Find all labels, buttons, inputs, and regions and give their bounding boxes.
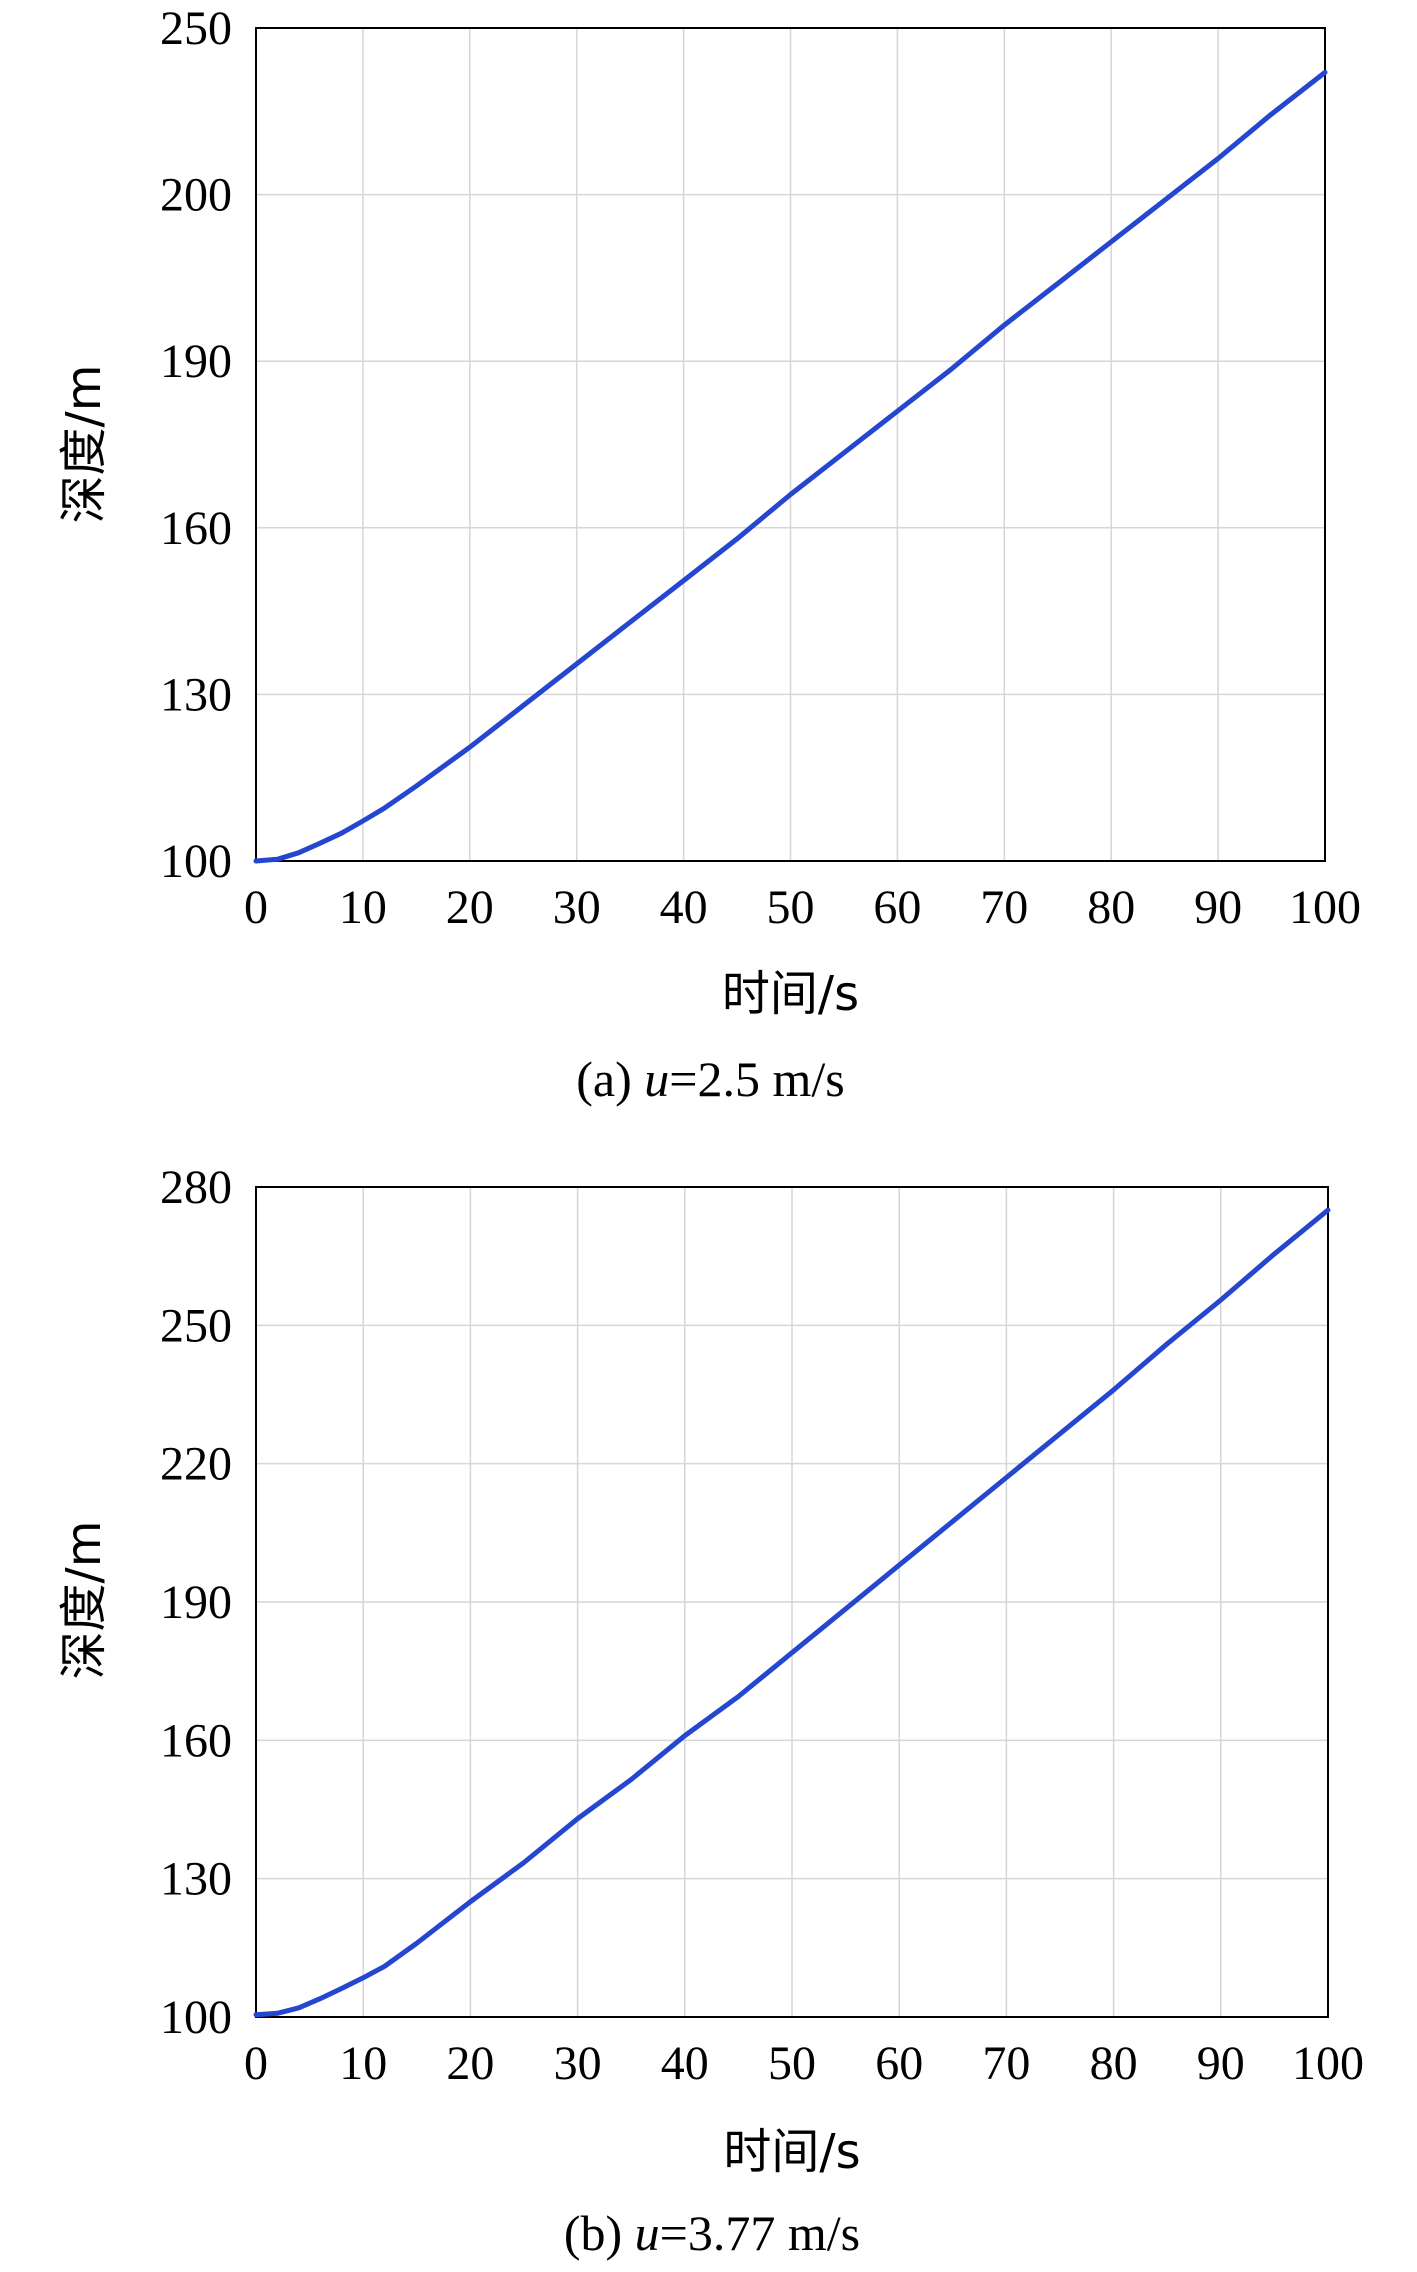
chart-a-y-tick-labels: 100 130 160 190 200 250 — [160, 2, 232, 888]
chart-b-caption-value: =3.77 m/s — [660, 2205, 860, 2261]
chart-a-series-line — [253, 69, 1328, 864]
chart-b-grid — [256, 1187, 1328, 2017]
chart-b-y-tick-labels: 100 130 160 190 220 250 280 — [160, 1161, 232, 2044]
chart-b-x-tick-label: 100 — [1292, 2037, 1364, 2090]
chart-b-x-tick-label: 80 — [1090, 2037, 1138, 2090]
chart-a-y-tick-label: 160 — [160, 502, 232, 555]
chart-b-y-tick-label: 250 — [160, 1299, 232, 1352]
chart-b-x-tick-label: 30 — [554, 2037, 602, 2090]
chart-a-caption-variable: u — [644, 1051, 669, 1107]
chart-a-x-tick-label: 80 — [1087, 881, 1135, 934]
chart-b-y-tick-label: 130 — [160, 1853, 232, 1906]
chart-a-caption-prefix: (a) — [576, 1051, 644, 1107]
chart-b-x-tick-label: 70 — [982, 2037, 1030, 2090]
chart-a-y-tick-label: 100 — [160, 835, 232, 888]
chart-b: 100 130 160 190 220 250 280 0 10 20 30 40 50 60 70 80 9… — [56, 1161, 1364, 2261]
chart-a-caption-value: =2.5 m/s — [669, 1051, 844, 1107]
chart-b-x-tick-label: 0 — [244, 2037, 268, 2090]
chart-b-series-line — [253, 1207, 1331, 2018]
chart-a-x-tick-label: 90 — [1194, 881, 1242, 934]
chart-b-y-tick-label: 220 — [160, 1438, 232, 1491]
chart-a-x-tick-label: 20 — [446, 881, 494, 934]
chart-b-caption: (b) u=3.77 m/s — [564, 2205, 860, 2261]
chart-b-y-tick-label: 160 — [160, 1714, 232, 1767]
chart-b-x-tick-label: 90 — [1197, 2037, 1245, 2090]
chart-b-y-axis-label: 深度/m — [56, 1521, 112, 1680]
chart-b-y-tick-label: 190 — [160, 1576, 232, 1629]
chart-a-y-tick-label: 130 — [160, 668, 232, 721]
chart-b-x-tick-label: 40 — [661, 2037, 709, 2090]
chart-b-y-tick-label: 280 — [160, 1161, 232, 1214]
chart-a-caption: (a) u=2.5 m/s — [576, 1051, 844, 1107]
chart-b-x-tick-label: 60 — [875, 2037, 923, 2090]
chart-a-frame — [255, 27, 1326, 862]
chart-a-x-tick-label: 60 — [873, 881, 921, 934]
chart-a-x-tick-label: 50 — [767, 881, 815, 934]
chart-a: 100 130 160 190 200 250 0 10 20 30 40 50 60 70 80 90 10… — [56, 2, 1361, 1107]
chart-a-x-tick-label: 30 — [553, 881, 601, 934]
chart-a-grid — [256, 28, 1325, 861]
chart-b-frame — [255, 1186, 1329, 2018]
chart-b-x-tick-label: 20 — [446, 2037, 494, 2090]
chart-a-y-tick-label: 200 — [160, 169, 232, 222]
chart-a-x-tick-label: 100 — [1289, 881, 1361, 934]
chart-a-y-tick-label: 250 — [160, 2, 232, 55]
chart-b-x-tick-label: 10 — [339, 2037, 387, 2090]
chart-a-x-tick-label: 70 — [980, 881, 1028, 934]
chart-a-y-tick-label: 190 — [160, 335, 232, 388]
chart-b-caption-variable: u — [635, 2205, 660, 2261]
chart-a-x-tick-label: 40 — [660, 881, 708, 934]
chart-a-x-tick-labels: 0 10 20 30 40 50 60 70 80 90 100 — [244, 881, 1361, 934]
chart-a-x-axis-label: 时间/s — [722, 966, 859, 1022]
chart-b-y-tick-label: 100 — [160, 1991, 232, 2044]
chart-a-x-tick-label: 10 — [339, 881, 387, 934]
chart-b-x-axis-label: 时间/s — [723, 2124, 860, 2180]
chart-a-x-tick-label: 0 — [244, 881, 268, 934]
chart-b-x-tick-label: 50 — [768, 2037, 816, 2090]
chart-b-caption-prefix: (b) — [564, 2205, 635, 2261]
chart-b-x-tick-labels: 0 10 20 30 40 50 60 70 80 90 100 — [244, 2037, 1364, 2090]
chart-a-y-axis-label: 深度/m — [56, 365, 112, 524]
